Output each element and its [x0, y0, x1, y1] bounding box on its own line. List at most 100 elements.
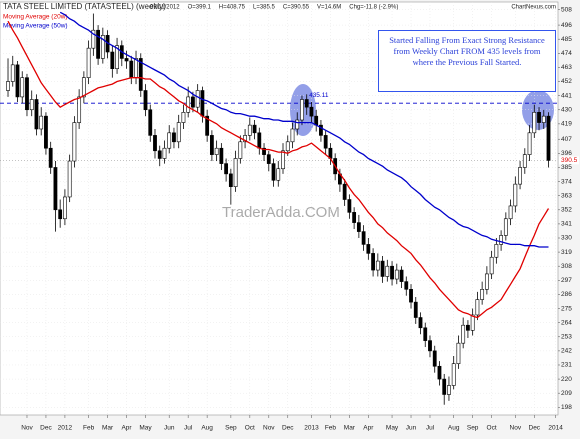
candle-body [522, 154, 527, 168]
candle-body [96, 29, 100, 59]
x-tick-label: Jul [426, 425, 435, 432]
y-tick-label: 374 [561, 178, 572, 185]
legend-entry: Moving Average (50w) [3, 23, 68, 30]
candle-body [409, 289, 413, 303]
candle-body [91, 29, 96, 49]
candle-body [214, 147, 219, 155]
x-tick-label: Mar [344, 425, 356, 432]
candle-body [423, 327, 428, 341]
y-tick-label: 363 [561, 192, 572, 199]
resistance-label: 435.11 [309, 92, 329, 99]
candle-body [6, 81, 10, 91]
candle-body [494, 244, 499, 258]
candle-body [342, 183, 347, 200]
candle-body [475, 299, 480, 316]
source: ChartNexus.com [511, 5, 556, 11]
candle-body [309, 106, 314, 117]
y-tick-label: 352 [561, 207, 572, 214]
y-tick-label: 308 [561, 263, 572, 270]
y-tick-label: 209 [561, 390, 572, 397]
ma-line [59, 11, 549, 248]
candle-body [380, 260, 385, 277]
candle-body [228, 173, 233, 187]
candle-body [470, 314, 475, 331]
last-price-box [559, 156, 579, 165]
candle-body [200, 90, 205, 117]
candle-body [461, 324, 466, 344]
candle-body [209, 135, 214, 155]
candle-body [366, 244, 371, 254]
candle-body [371, 253, 375, 271]
candle-body [34, 99, 39, 130]
candle-body [157, 150, 162, 159]
x-tick-label: 2014 [548, 425, 563, 432]
candle-body [418, 317, 423, 329]
y-tick-label: 242 [561, 348, 572, 355]
candle-body [451, 363, 456, 386]
y-tick-label: 430 [561, 106, 572, 113]
x-tick-label: Dec [282, 425, 294, 432]
candle-body [290, 128, 295, 143]
candle-body [129, 60, 134, 78]
candle-body [205, 115, 210, 136]
candle-body [385, 265, 390, 277]
candle-body [437, 365, 442, 380]
candle-body [195, 90, 200, 108]
x-tick-label: Aug [448, 425, 460, 432]
candle-body [39, 115, 44, 130]
candle-body [399, 269, 404, 282]
y-tick-label: 264 [561, 319, 572, 326]
candle-body [72, 122, 77, 162]
candle-body [219, 147, 224, 164]
candle-body [10, 64, 15, 82]
x-tick-label: Jun [164, 425, 175, 432]
x-tick-label: Sep [225, 425, 237, 432]
candle-body [513, 183, 518, 207]
candle-body [148, 109, 153, 136]
candle-body [77, 96, 82, 123]
candle-body [447, 385, 451, 395]
candle-body [176, 122, 181, 143]
candle-body [124, 58, 129, 62]
candle-body [186, 96, 191, 113]
x-tick-label: Oct [487, 425, 497, 432]
info-text: O=399.1 [188, 5, 212, 11]
candle-body [281, 150, 285, 170]
candle-body [238, 141, 243, 159]
candle-body [134, 58, 138, 78]
candle-body [138, 58, 143, 91]
x-tick-label: Nov [21, 425, 33, 432]
candle-body [247, 124, 252, 136]
candle-body [319, 124, 323, 136]
info-text: Chg=-11.8 (-2.9%) [349, 5, 398, 11]
candle-body [456, 342, 461, 364]
highlight [522, 90, 554, 130]
candle-body [375, 260, 380, 271]
candle-body [361, 231, 366, 245]
candle-body [352, 212, 357, 223]
candle-body [44, 115, 48, 149]
candle-body [295, 119, 300, 130]
y-tick-label: 341 [561, 221, 572, 228]
candle-body [503, 218, 508, 236]
candle-body [347, 199, 352, 213]
info-text: V=14.6M [317, 5, 341, 11]
candle-body [518, 167, 522, 185]
y-tick-label: 463 [561, 64, 572, 71]
y-tick-label: 198 [561, 404, 572, 411]
candle-body [300, 99, 304, 121]
legend-entry: Moving Average (20w) [3, 14, 68, 21]
info-text: L=385.5 [253, 5, 276, 11]
candle-body [191, 96, 195, 108]
y-tick-label: 485 [561, 36, 572, 43]
info-text: H=408.75 [219, 5, 246, 11]
candle-body [162, 147, 167, 159]
candle-body [262, 147, 266, 155]
x-tick-label: Apr [363, 425, 374, 432]
candle-body [167, 132, 172, 149]
last-price-label: 390.5 [561, 157, 578, 164]
x-tick-label: Nov [263, 425, 275, 432]
candle-body [428, 340, 432, 352]
candle-body [390, 265, 394, 280]
